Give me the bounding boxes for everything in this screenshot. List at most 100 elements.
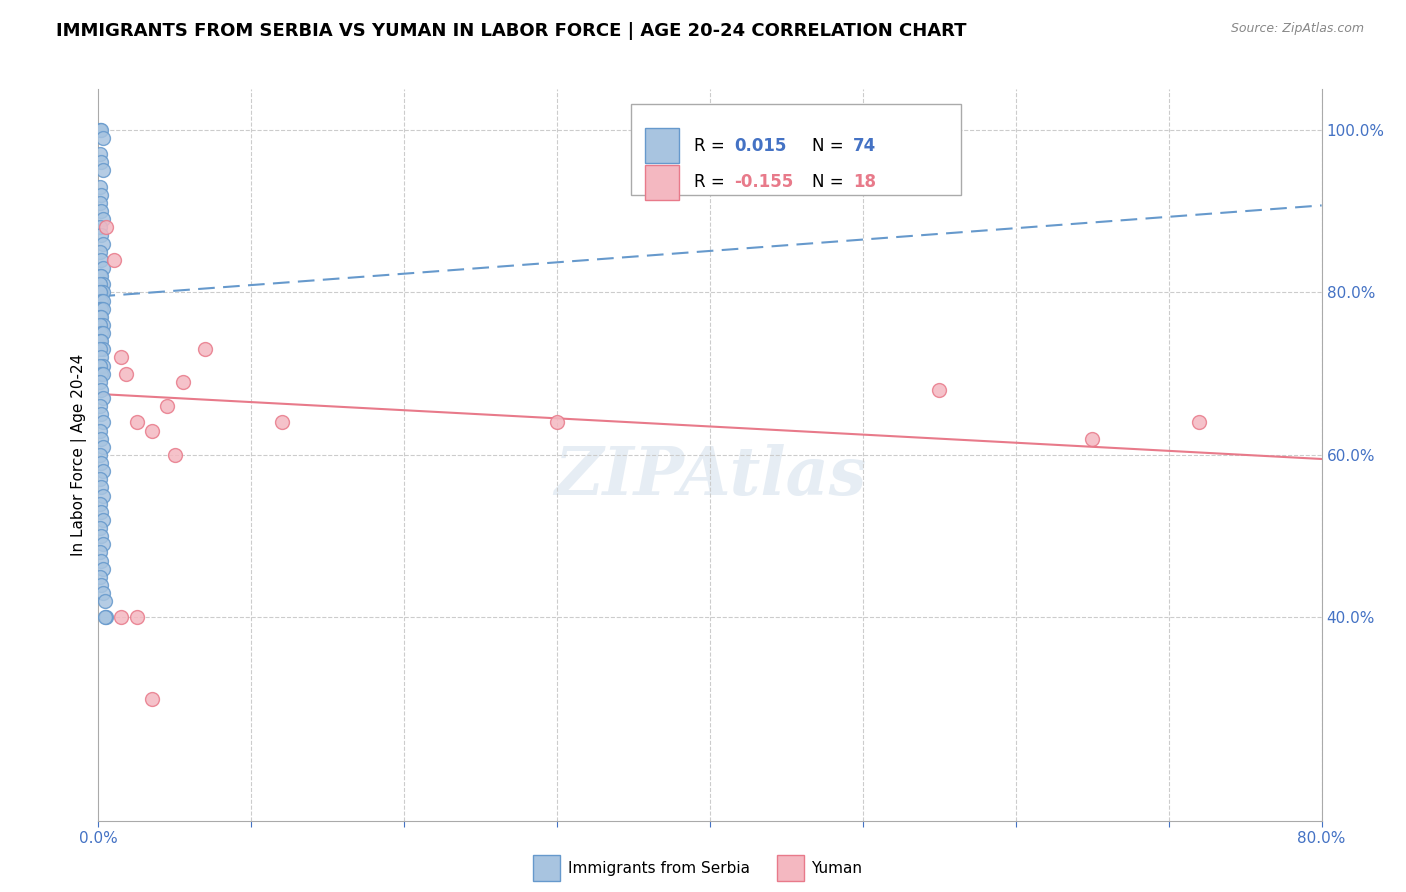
Point (91, 285, 114, 300)
Text: R =: R = (695, 173, 730, 191)
Text: IMMIGRANTS FROM SERBIA VS YUMAN IN LABOR FORCE | AGE 20-24 CORRELATION CHART: IMMIGRANTS FROM SERBIA VS YUMAN IN LABOR… (56, 22, 967, 40)
Point (91, 391, 114, 405)
Point (90, 529, 112, 543)
Point (89, 570, 111, 584)
Point (90, 334, 112, 348)
Y-axis label: In Labor Force | Age 20-24: In Labor Force | Age 20-24 (72, 354, 87, 556)
Point (89, 497, 111, 511)
Point (89, 269, 111, 284)
Text: -0.155: -0.155 (734, 173, 794, 191)
Point (90, 407, 112, 421)
Point (89, 375, 111, 389)
Point (90, 285, 112, 300)
Point (1188, 416, 1211, 430)
Point (125, 610, 148, 624)
Point (89, 334, 111, 348)
Point (172, 375, 194, 389)
Point (89, 285, 111, 300)
Point (156, 399, 179, 413)
Point (110, 610, 132, 624)
Point (93, 610, 115, 624)
Point (89, 472, 111, 486)
Point (90, 456, 112, 470)
Point (89, 310, 111, 324)
Point (89, 301, 111, 316)
FancyBboxPatch shape (630, 103, 960, 195)
Point (90, 204, 112, 219)
Point (89, 399, 111, 413)
Point (89, 277, 111, 292)
Point (91, 326, 114, 340)
Bar (778, 855, 804, 881)
Point (90, 553, 112, 567)
Point (91, 562, 114, 576)
Text: N =: N = (811, 136, 848, 154)
Point (91, 586, 114, 600)
Point (115, 367, 138, 381)
Point (90, 367, 112, 381)
Point (91, 260, 114, 275)
Point (90, 293, 112, 308)
Point (94, 610, 117, 624)
Point (89, 123, 111, 137)
Point (103, 252, 125, 267)
Point (91, 301, 114, 316)
Bar (645, 128, 679, 163)
Point (91, 131, 114, 145)
Point (141, 424, 163, 438)
Text: R =: R = (695, 136, 730, 154)
Point (1081, 432, 1104, 446)
Text: Immigrants from Serbia: Immigrants from Serbia (568, 861, 751, 876)
Point (90, 252, 112, 267)
Point (110, 351, 132, 365)
Point (89, 179, 111, 194)
Bar (645, 164, 679, 200)
Point (90, 310, 112, 324)
Point (91, 212, 114, 227)
Point (546, 416, 568, 430)
Point (90, 187, 112, 202)
Point (91, 343, 114, 357)
Point (89, 196, 111, 211)
Point (90, 326, 112, 340)
Point (90, 301, 112, 316)
Point (91, 489, 114, 503)
Point (194, 343, 217, 357)
Point (90, 351, 112, 365)
Text: Yuman: Yuman (811, 861, 862, 876)
Point (89, 521, 111, 535)
Point (91, 464, 114, 478)
Point (91, 163, 114, 178)
Bar (533, 855, 560, 881)
Text: ZIPAtlas: ZIPAtlas (554, 444, 866, 509)
Point (928, 383, 950, 397)
Point (91, 277, 114, 292)
Point (94, 220, 117, 235)
Point (89, 359, 111, 373)
Point (163, 448, 186, 462)
Point (90, 432, 112, 446)
Point (91, 293, 114, 308)
Point (125, 416, 148, 430)
Point (89, 244, 111, 259)
Point (90, 578, 112, 592)
Text: 18: 18 (853, 173, 876, 191)
Point (91, 236, 114, 251)
Text: N =: N = (811, 173, 848, 191)
Point (90, 383, 112, 397)
Point (90, 228, 112, 243)
Point (270, 416, 292, 430)
Point (90, 269, 112, 284)
Point (89, 343, 111, 357)
Point (91, 440, 114, 454)
Point (90, 505, 112, 519)
Point (89, 424, 111, 438)
Point (93, 594, 115, 608)
Point (89, 220, 111, 235)
Point (91, 537, 114, 551)
Point (91, 416, 114, 430)
Text: Source: ZipAtlas.com: Source: ZipAtlas.com (1230, 22, 1364, 36)
Point (90, 155, 112, 169)
Point (91, 318, 114, 332)
Point (89, 448, 111, 462)
